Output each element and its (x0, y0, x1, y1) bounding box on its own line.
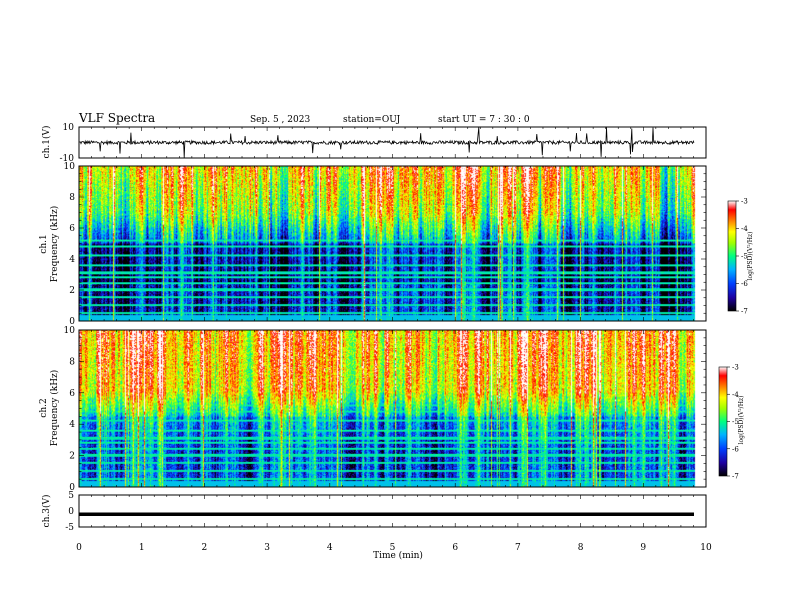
y-tick-label: 0 (69, 483, 75, 493)
ch2-spectrogram-ylabel-channel: ch.2 (39, 398, 49, 417)
x-tick-label: 8 (578, 543, 584, 553)
ch2-spectrogram-image (79, 330, 706, 487)
ch1-ytick-top: 10 (63, 123, 75, 133)
y-tick-label: 2 (69, 452, 75, 462)
x-tick-label: 3 (264, 543, 270, 553)
x-tick-label: 5 (390, 543, 396, 553)
y-tick-label: 4 (69, 420, 75, 430)
colorbar-tick-label: -3 (741, 198, 748, 206)
colorbar-tick-label: -5 (732, 418, 739, 426)
y-tick-label: 0 (69, 317, 75, 327)
y-tick-label: 8 (69, 357, 75, 367)
figure-title: VLF Spectra (78, 111, 155, 125)
ch3-ytick-top: 5 (68, 491, 74, 501)
colorbar-tick-label: -6 (732, 445, 739, 453)
ch1-colorbar (727, 200, 737, 312)
y-tick-label: 10 (64, 162, 76, 172)
x-tick-label: 2 (202, 543, 208, 553)
ch1-ytick-bottom: -10 (60, 154, 75, 164)
x-tick-label: 6 (452, 543, 458, 553)
colorbar-tick-label: -5 (741, 253, 748, 261)
x-tick-label: 0 (76, 543, 82, 553)
x-axis: 0 1 2 3 4 5 6 7 8 9 10 (76, 127, 712, 553)
ch2-spectrogram-ylabel-freq: Frequency (kHz) (49, 370, 60, 447)
ch1-waveform-panel: 10 -10 ch.1(V) (41, 123, 707, 164)
y-tick-label: 2 (69, 286, 75, 296)
ch3-waveform-frame (78, 494, 707, 528)
colorbar-tick-label: -4 (732, 391, 739, 399)
ch1-spectrogram-ylabel-freq: Frequency (kHz) (49, 206, 60, 283)
ch3-ytick-bottom: -5 (65, 523, 74, 533)
y-tick-label: 8 (69, 193, 75, 203)
colorbar-tick-label: -6 (741, 280, 748, 288)
ch2-colorbar-label: log(PSD)(V²/Hz) (738, 396, 745, 445)
x-tick-label: 7 (515, 543, 521, 553)
colorbar-tick-label: -4 (741, 225, 748, 233)
x-tick-label: 1 (139, 543, 145, 553)
x-axis-label: Time (min) (373, 550, 423, 561)
y-tick-label: 10 (64, 326, 76, 336)
ch1-colorbar-label: log(PSD)(V²/Hz) (747, 232, 754, 281)
ch3-ytick-mid: 0 (68, 507, 74, 517)
ch2-colorbar (718, 366, 728, 477)
y-tick-label: 6 (69, 389, 75, 399)
station-label: station=OUJ (343, 115, 401, 125)
colorbar-tick-label: -7 (732, 473, 739, 481)
ch1-spectrogram-image (79, 166, 706, 321)
x-tick-label: 9 (640, 543, 646, 553)
start-time-label: start UT = 7 : 30 : 0 (438, 115, 530, 125)
colorbar-tick-label: -3 (732, 364, 739, 372)
ch1-waveform-ylabel: ch.1(V) (41, 126, 52, 159)
ch3-waveform-ylabel: ch.3(V) (41, 495, 52, 528)
ch3-waveform-panel: 5 0 -5 ch.3(V) (41, 491, 707, 533)
x-tick-label: 10 (700, 543, 712, 553)
x-tick-label: 4 (327, 543, 333, 553)
ch1-spectrogram-ylabel-channel: ch.1 (39, 234, 49, 253)
y-tick-label: 6 (69, 224, 75, 234)
y-tick-label: 4 (69, 255, 75, 265)
ch1-waveform-trace (79, 127, 695, 158)
colorbar-tick-label: -7 (741, 308, 748, 316)
date-label: Sep. 5 , 2023 (250, 115, 310, 125)
